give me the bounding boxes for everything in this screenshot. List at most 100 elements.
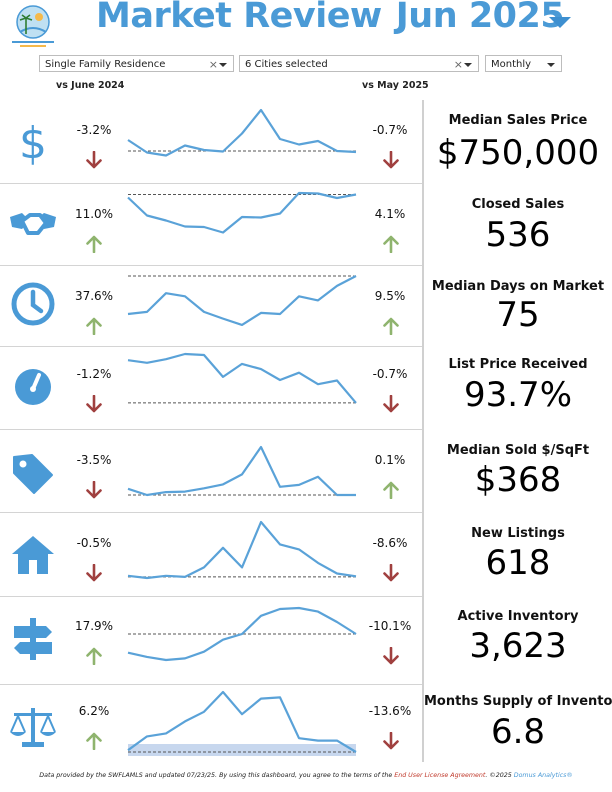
period-value: Monthly <box>491 59 532 70</box>
sparkline-chart <box>127 352 357 404</box>
row-divider <box>0 596 422 597</box>
month-compare-header: vs May 2025 <box>362 80 429 91</box>
clock-icon <box>11 282 55 326</box>
yoy-up-arrow-icon <box>86 732 102 751</box>
mom-up-arrow-icon <box>383 481 399 500</box>
mom-change: -8.6% <box>372 536 408 550</box>
page-title: Market Review Jun 2025 <box>96 0 565 36</box>
metric-value: $750,000 <box>436 133 600 173</box>
trend-line <box>127 275 357 327</box>
metric-value: 618 <box>485 543 551 583</box>
row-divider <box>0 512 422 513</box>
sparkline-chart <box>127 275 357 327</box>
brand-link[interactable]: Domus Analytics® <box>513 772 573 779</box>
gauge-icon <box>15 369 51 405</box>
metric-label: Months Supply of Inventory <box>424 694 612 709</box>
trend-line <box>127 690 357 753</box>
mom-down-arrow-icon <box>383 394 399 413</box>
house-icon <box>12 536 54 574</box>
metric-value: 93.7% <box>463 375 572 415</box>
shaded-band <box>128 744 356 756</box>
yoy-down-arrow-icon <box>86 150 102 169</box>
mom-change: -13.6% <box>368 704 412 718</box>
chevron-down-icon[interactable] <box>464 63 472 67</box>
dollar-icon: $ <box>19 118 47 166</box>
mom-change: -10.1% <box>368 619 412 633</box>
metric-row: 11.0% 4.1% Closed Sales 536 <box>0 183 612 265</box>
metric-row: 37.6% 9.5% Median Days on Market 75 <box>0 265 612 346</box>
yoy-change: -0.5% <box>76 536 112 550</box>
mom-up-arrow-icon <box>383 317 399 336</box>
cities-value: 6 Cities selected <box>245 59 328 70</box>
column-divider <box>422 100 424 762</box>
row-divider <box>0 684 422 685</box>
metric-value: 75 <box>496 295 540 335</box>
metric-row: -0.5% -8.6% New Listings 618 <box>0 512 612 596</box>
period-dropdown-icon[interactable] <box>549 17 571 28</box>
yoy-down-arrow-icon <box>86 563 102 582</box>
sparkline-chart <box>127 191 357 234</box>
yoy-down-arrow-icon <box>86 394 102 413</box>
metric-value: 6.8 <box>490 712 546 752</box>
eula-link[interactable]: End User License Agreement <box>394 772 486 779</box>
mom-change: 9.5% <box>374 289 406 303</box>
mom-down-arrow-icon <box>383 150 399 169</box>
yoy-change: 11.0% <box>74 207 114 221</box>
metric-label: Median Sold $/SqFt <box>446 443 590 458</box>
yoy-up-arrow-icon <box>86 317 102 336</box>
handshake-icon <box>10 213 56 235</box>
sparkline-chart <box>127 606 357 662</box>
row-divider <box>0 265 422 266</box>
mom-down-arrow-icon <box>383 731 399 750</box>
sparkline-chart <box>127 445 356 497</box>
yoy-change: -1.2% <box>76 367 112 381</box>
yoy-change: -3.2% <box>76 123 112 137</box>
cities-select[interactable]: 6 Cities selected × <box>239 55 479 72</box>
yoy-change: 6.2% <box>78 704 110 718</box>
mom-change: 4.1% <box>374 207 406 221</box>
mom-down-arrow-icon <box>383 563 399 582</box>
mom-down-arrow-icon <box>383 646 399 665</box>
metric-label: New Listings <box>471 526 565 541</box>
mom-change: -0.7% <box>372 367 408 381</box>
property-type-select[interactable]: Single Family Residence × <box>39 55 234 72</box>
trend-line <box>127 445 356 497</box>
footer-disclaimer: Data provided by the SWFLAMLS and update… <box>39 772 573 779</box>
year-compare-header: vs June 2024 <box>56 80 125 91</box>
metric-value: $368 <box>474 460 562 500</box>
metric-value: 3,623 <box>469 626 567 666</box>
yoy-down-arrow-icon <box>86 480 102 499</box>
row-divider <box>0 183 422 184</box>
signpost-icon <box>14 618 52 660</box>
yoy-up-arrow-icon <box>86 235 102 254</box>
metric-label: Median Days on Market <box>431 279 605 294</box>
yoy-change: -3.5% <box>76 453 112 467</box>
property-type-value: Single Family Residence <box>45 59 166 70</box>
clear-icon[interactable]: × <box>208 58 218 71</box>
trend-line <box>127 191 357 234</box>
mom-change: 0.1% <box>374 453 406 467</box>
sparkline-chart <box>127 520 357 580</box>
metric-row: $ -3.2% -0.7% Median Sales Price $750,000 <box>0 100 612 183</box>
yoy-change: 17.9% <box>74 619 114 633</box>
metric-label: Active Inventory <box>457 609 579 624</box>
metric-row: 17.9% -10.1% Active Inventory 3,623 <box>0 596 612 684</box>
metric-label: Closed Sales <box>471 197 565 212</box>
metric-row: -3.5% 0.1% Median Sold $/SqFt $368 <box>0 429 612 512</box>
period-select[interactable]: Monthly <box>485 55 562 72</box>
sparkline-chart <box>127 690 357 756</box>
metric-label: Median Sales Price <box>448 113 588 128</box>
price-tag-icon <box>13 454 53 494</box>
trend-line <box>127 520 357 580</box>
yoy-up-arrow-icon <box>86 647 102 666</box>
trend-line <box>127 606 357 662</box>
realtors-logo <box>12 5 54 47</box>
svg-text:$: $ <box>19 118 47 166</box>
trend-line <box>127 352 357 404</box>
mom-change: -0.7% <box>372 123 408 137</box>
chevron-down-icon[interactable] <box>547 63 555 67</box>
chevron-down-icon[interactable] <box>219 63 227 67</box>
clear-icon[interactable]: × <box>453 58 463 71</box>
yoy-change: 37.6% <box>74 289 114 303</box>
sparkline-chart <box>127 108 357 157</box>
